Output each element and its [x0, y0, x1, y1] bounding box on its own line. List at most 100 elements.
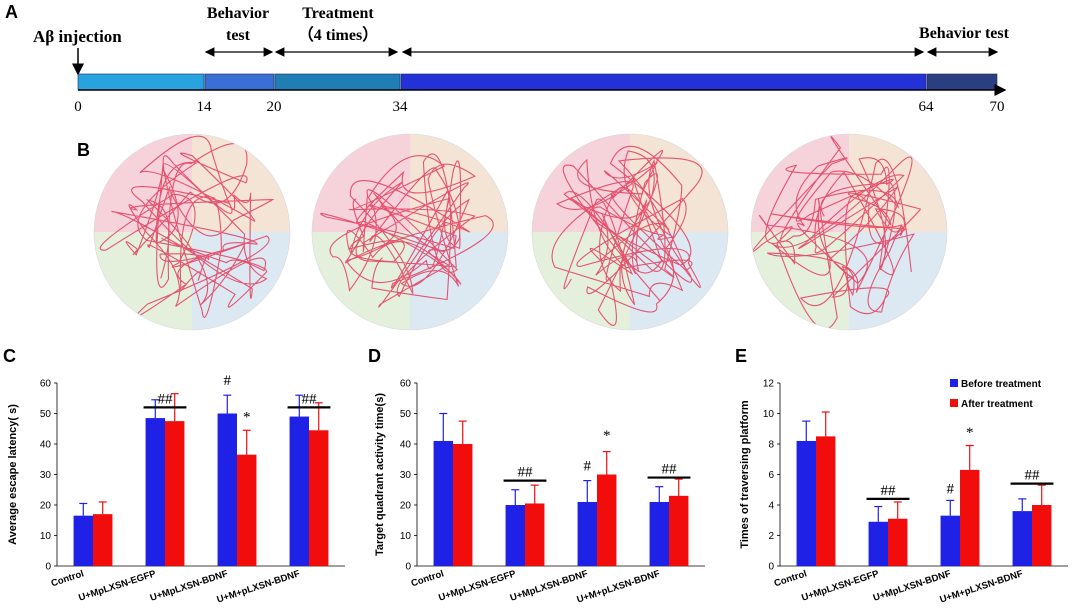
y-tick-label: 0: [45, 562, 51, 573]
pool-outline: [750, 133, 948, 331]
quadrant-top-right: [849, 134, 947, 232]
timeline-segment-4: [400, 73, 927, 91]
chart-d: D 0 10 20 30 40 50 60 Target quadrant activity t…: [368, 346, 705, 606]
y-tick-label: 20: [400, 501, 412, 512]
category-label: U+M+pLXSN-BDNF: [216, 568, 302, 605]
bar-after: [888, 518, 908, 566]
pool-outline: [93, 133, 291, 331]
y-tick-label: 40: [400, 440, 412, 451]
category-label: U+M+pLXSN-BDNF: [576, 568, 662, 605]
bar-before: [940, 515, 960, 566]
bar-after: [816, 436, 836, 566]
chart-c: C 0 10 20 30 40 50 60 Average escape latency( s)…: [3, 346, 345, 606]
bar-before: [649, 501, 669, 566]
timeline-day-tick: 70: [990, 99, 1005, 115]
y-tick-label: 50: [400, 409, 412, 420]
bar-before: [289, 416, 309, 566]
timeline-segments: [77, 73, 998, 91]
panel-a-letter: A: [5, 2, 18, 22]
pool-3: [532, 134, 728, 330]
y-tick-label: 60: [400, 379, 412, 390]
y-tick-label: 50: [40, 409, 52, 420]
quadrant-bottom-left: [312, 232, 410, 330]
bar-before: [868, 521, 888, 566]
y-tick-label: 2: [768, 531, 774, 542]
bar-after: [237, 454, 257, 566]
significance-mark: ##: [158, 391, 174, 407]
bar-after: [453, 444, 473, 566]
bar-before: [1012, 511, 1032, 566]
significance-mark: ##: [662, 462, 678, 478]
behavior-test-2-label: Behavior test: [919, 25, 1010, 42]
y-tick-label: 12: [763, 379, 775, 390]
behavior-test-1-line1: Behavior: [207, 5, 269, 22]
legend-swatch-before: [950, 379, 958, 387]
category-label: U+M+pLXSN-BDNF: [939, 568, 1025, 605]
pool-2: [312, 134, 508, 330]
treatment-label-line2: （4 times）: [298, 26, 378, 44]
swim-path: [551, 145, 703, 326]
y-tick-label: 8: [768, 440, 774, 451]
swim-path: [320, 153, 494, 308]
bar-before: [217, 413, 237, 566]
bar-after: [165, 421, 185, 566]
timeline-segment-5: [926, 73, 998, 91]
bar-after: [669, 495, 689, 566]
pool-outline: [531, 133, 729, 331]
y-tick-label: 4: [768, 501, 774, 512]
pool-4: [751, 134, 947, 330]
timeline-ticks: 0 14 20 34 64 70: [74, 99, 1004, 115]
significance-mark: #: [584, 459, 592, 475]
pool-outline: [311, 133, 509, 331]
y-tick-label: 20: [40, 501, 52, 512]
quadrant-top-right: [192, 134, 290, 232]
panel-letter: C: [3, 346, 16, 366]
significance-mark: ##: [302, 391, 318, 407]
significance-mark: *: [603, 428, 611, 444]
y-tick-label: 60: [40, 379, 52, 390]
panel-a-timeline: A Aβ injection Behavior test Treatment （…: [5, 2, 1010, 115]
y-axis-label: Target quadrant activity time(s): [374, 393, 386, 556]
bar-before: [796, 440, 816, 566]
timeline-segment-2: [204, 73, 275, 91]
chart-e: E 0 2 4 6 8 10 12 Times of traversing platform Co…: [735, 346, 1068, 606]
category-label: Control: [50, 568, 86, 589]
pools-group: [93, 133, 948, 331]
bar-after: [1032, 505, 1052, 566]
category-label: U+MpLXSN-EGFP: [800, 568, 881, 604]
significance-mark: #: [224, 373, 232, 389]
y-tick-label: 0: [405, 562, 411, 573]
y-tick-label: 30: [40, 470, 52, 481]
timeline-day-tick: 20: [267, 99, 282, 115]
bar-after: [597, 474, 617, 566]
panel-letter: E: [735, 346, 747, 366]
category-label: U+MpLXSN-EGFP: [437, 568, 518, 604]
y-tick-label: 30: [400, 470, 412, 481]
swim-path: [751, 136, 921, 330]
significance-mark: *: [966, 425, 974, 441]
significance-mark: *: [243, 410, 251, 426]
bar-before: [145, 418, 165, 566]
bar-before: [505, 505, 525, 566]
timeline-day-tick: 14: [197, 99, 213, 115]
legend-swatch-after: [950, 399, 958, 407]
significance-mark: ##: [518, 465, 534, 481]
chart-legend: Before treatment After treatment: [950, 379, 1042, 410]
behavior-test-1-line2: test: [226, 27, 251, 44]
treatment-label-line1: Treatment: [302, 5, 374, 22]
y-axis-label: Average escape latency( s): [7, 404, 19, 545]
legend-label: Before treatment: [961, 379, 1042, 390]
bar-after: [960, 469, 980, 566]
bar-before: [433, 440, 453, 566]
pool-1: [94, 134, 290, 330]
y-tick-label: 10: [400, 531, 412, 542]
quadrant-bottom-right: [849, 232, 947, 330]
timeline-segment-1: [77, 73, 205, 91]
y-tick-label: 6: [768, 470, 774, 481]
y-tick-label: 10: [40, 531, 52, 542]
significance-mark: ##: [881, 483, 897, 499]
y-tick-label: 40: [40, 440, 52, 451]
category-label: Control: [410, 568, 446, 589]
